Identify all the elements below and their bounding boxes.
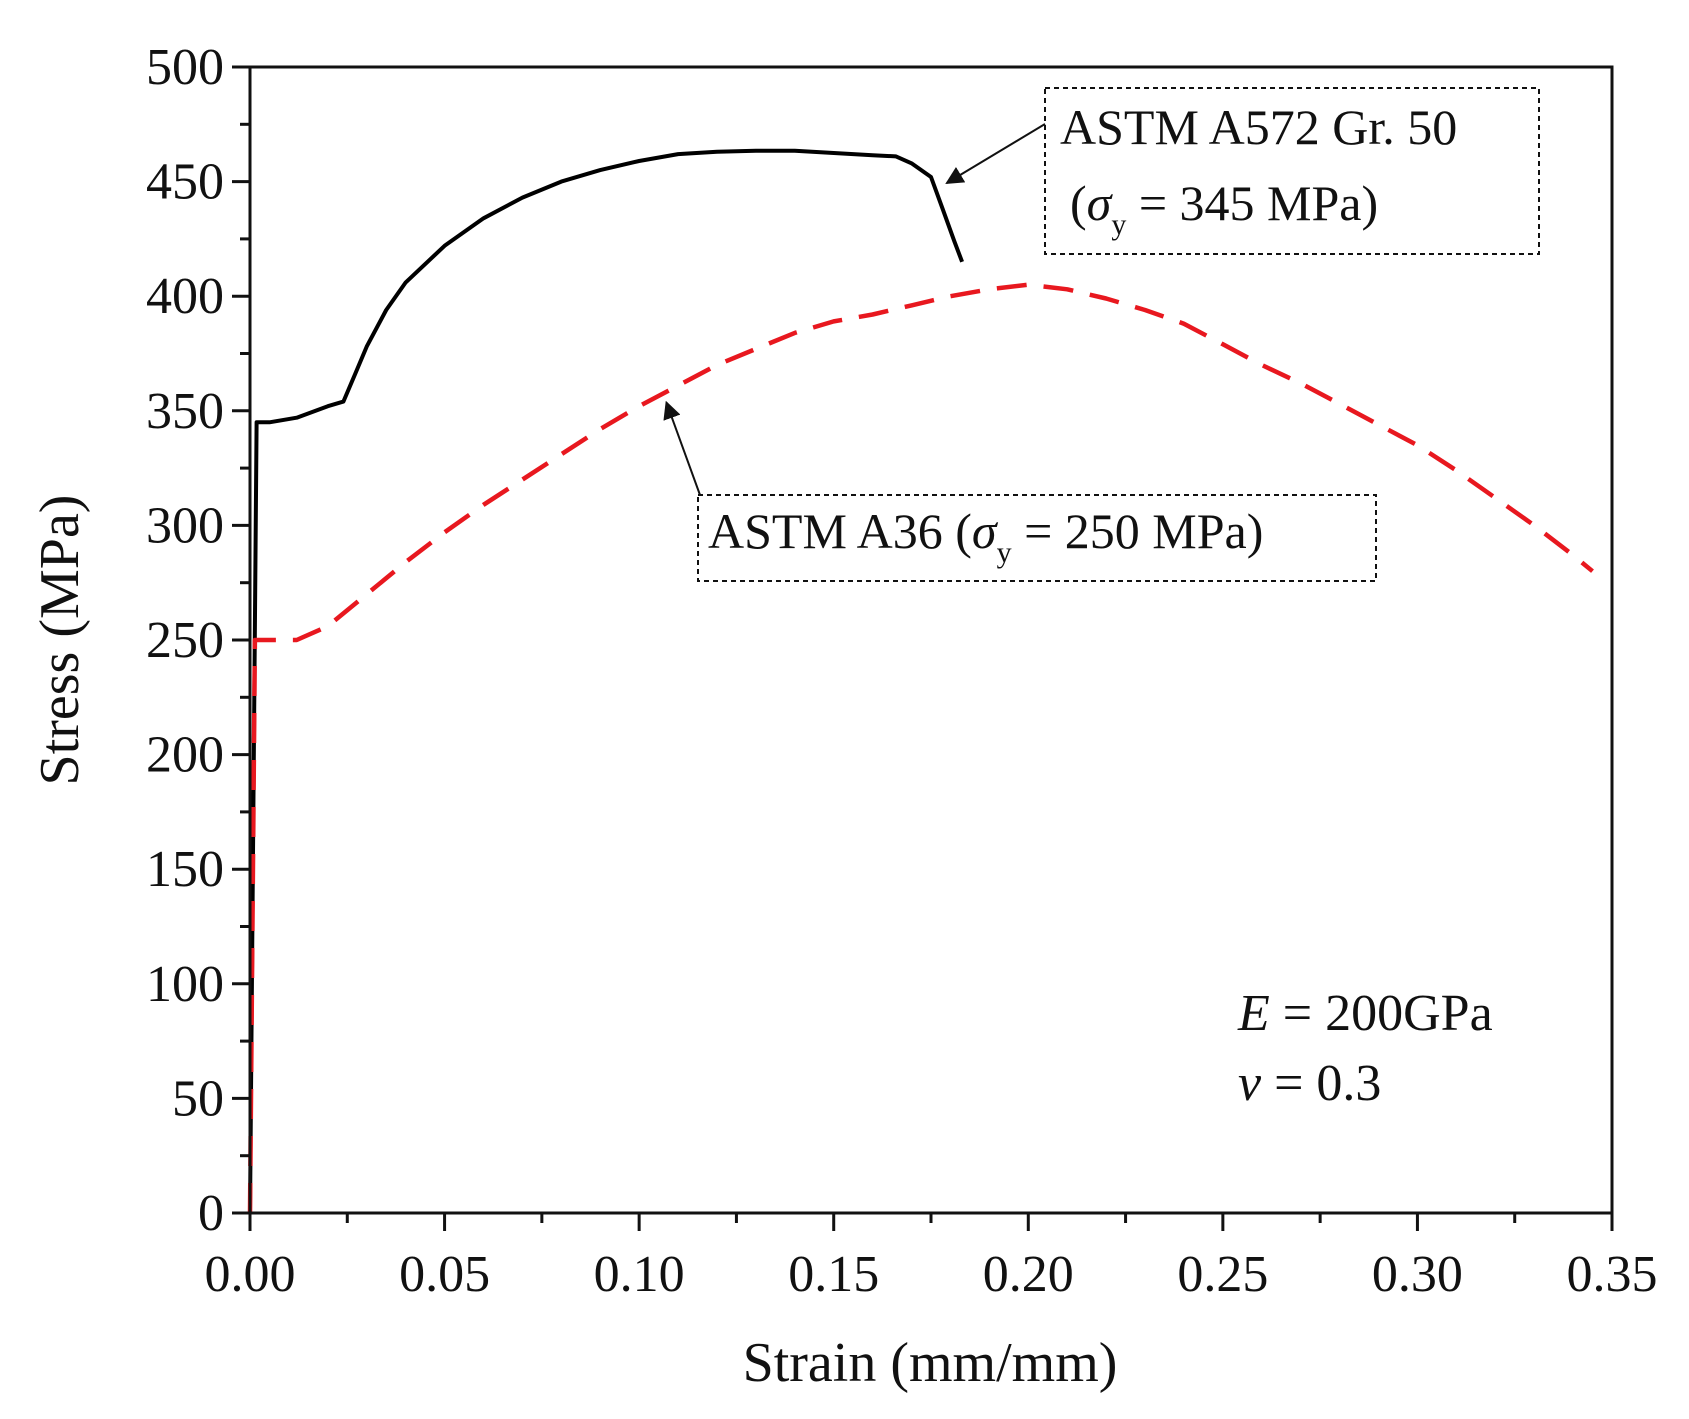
annotation-a36-box (697, 494, 1377, 582)
x-tick-label: 0.05 (399, 1246, 490, 1303)
annotation-a572-arrow (945, 123, 1046, 184)
x-axis-tick-labels: 0.00 0.05 0.10 0.15 0.20 0.25 0.30 0.35 (205, 1246, 1658, 1303)
param-elastic-modulus: E = 200GPa (1237, 985, 1493, 1042)
param-poisson-ratio: v = 0.3 (1238, 1055, 1381, 1112)
y-tick-label: 200 (146, 727, 224, 784)
x-tick-label: 0.30 (1372, 1246, 1463, 1303)
y-tick-label: 450 (146, 154, 224, 211)
y-axis-title: Stress (MPa) (29, 495, 91, 786)
annotation-a572-title: ASTM A572 Gr. 50 (1060, 99, 1457, 155)
y-tick-label: 0 (198, 1185, 224, 1242)
x-axis-title: Strain (mm/mm) (743, 1332, 1118, 1394)
series-line-astm-a36 (247, 282, 1594, 1214)
y-tick-label: 50 (172, 1070, 224, 1127)
annotation-a572: ASTM A572 Gr. 50 (σy = 345 MPa) (945, 87, 1540, 255)
annotation-a36: ASTM A36 (σy = 250 MPa) (663, 400, 1377, 582)
annotation-a36-arrow (663, 400, 701, 496)
y-tick-label: 350 (146, 383, 224, 440)
x-tick-label: 0.10 (594, 1246, 685, 1303)
x-tick-label: 0.00 (205, 1246, 296, 1303)
y-tick-label: 500 (146, 39, 224, 96)
y-tick-label: 400 (146, 268, 224, 325)
y-axis-tick-labels: 0 50 100 150 200 250 300 350 400 450 500 (146, 39, 224, 1242)
y-tick-label: 100 (146, 956, 224, 1013)
x-axis-ticks (248, 1213, 1614, 1231)
annotation-a36-label: ASTM A36 (σy = 250 MPa) (708, 503, 1263, 569)
x-tick-label: 0.35 (1567, 1246, 1658, 1303)
x-tick-label: 0.15 (788, 1246, 879, 1303)
series-layer (247, 148, 1594, 1214)
y-axis-ticks (232, 65, 250, 1215)
x-tick-label: 0.20 (983, 1246, 1074, 1303)
x-tick-label: 0.25 (1177, 1246, 1268, 1303)
y-tick-label: 300 (146, 497, 224, 554)
annotation-a572-box (1044, 87, 1540, 255)
y-tick-label: 150 (146, 841, 224, 898)
annotation-a572-yield: (σy = 345 MPa) (1070, 175, 1378, 241)
series-line-astm-a572-gr50 (248, 148, 964, 1214)
y-tick-label: 250 (146, 612, 224, 669)
